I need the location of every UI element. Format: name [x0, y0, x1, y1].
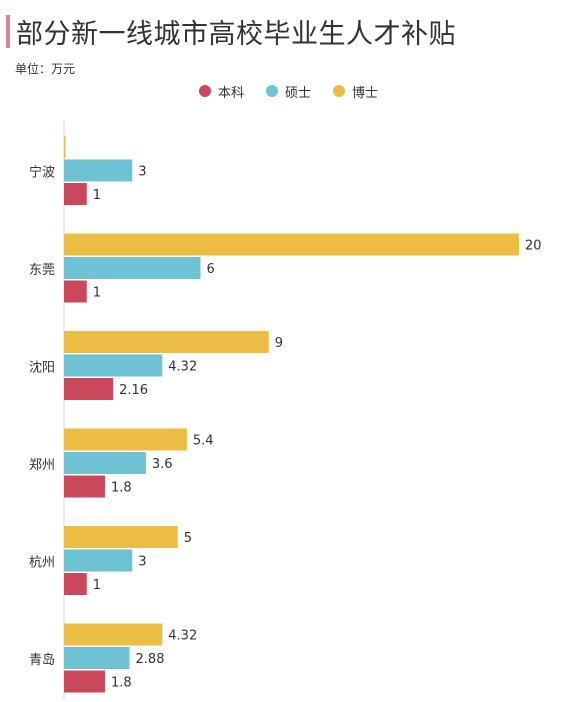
data-label: 9 [275, 336, 283, 351]
unit-label: 单位：万元 [15, 62, 76, 76]
legend-item-doctor[interactable]: 博士 [333, 82, 378, 101]
legend-swatch-bachelor [198, 85, 211, 97]
bar-bachelor[interactable] [64, 573, 87, 595]
legend-swatch-master [265, 85, 278, 97]
data-label: 1.8 [111, 676, 132, 691]
legend-swatch-doctor [333, 85, 345, 97]
bar-bachelor[interactable] [64, 378, 114, 400]
bar-bachelor[interactable] [64, 670, 105, 693]
data-label: 3 [138, 555, 146, 570]
chart-title: 部分新一线城市高校毕业生人才补贴 [16, 19, 456, 50]
bar-doctor[interactable] [64, 136, 66, 158]
data-label: 1.8 [111, 481, 132, 496]
category-label: 郑州 [29, 458, 55, 473]
bar-bachelor[interactable] [64, 183, 87, 205]
bar-bachelor[interactable] [64, 475, 105, 498]
data-label: 4.32 [168, 629, 197, 644]
data-label: 2.16 [119, 383, 148, 398]
bar-bachelor[interactable] [64, 280, 87, 303]
category-label: 东莞 [29, 263, 55, 278]
bar-doctor[interactable] [64, 428, 187, 451]
data-label: 2.88 [136, 652, 165, 667]
data-label: 5.4 [193, 434, 214, 449]
data-label: 20 [525, 239, 542, 254]
legend-label-bachelor: 本科 [217, 85, 244, 101]
data-label: 1 [93, 188, 101, 203]
category-label: 青岛 [29, 652, 55, 668]
data-label: 6 [207, 262, 215, 277]
bar-doctor[interactable] [64, 233, 519, 256]
legend-label-master: 硕士 [284, 85, 311, 101]
legend-label-doctor: 博士 [352, 85, 379, 101]
bar-master[interactable] [64, 452, 146, 474]
data-label: 3.6 [152, 457, 173, 472]
bar-doctor[interactable] [64, 331, 269, 353]
bar-master[interactable] [64, 257, 201, 279]
bar-doctor[interactable] [64, 526, 178, 548]
bar-master[interactable] [64, 549, 133, 572]
category-label: 宁波 [29, 164, 55, 180]
bar-master[interactable] [64, 647, 130, 669]
bar-master[interactable] [64, 159, 133, 182]
legend-item-master[interactable]: 硕士 [265, 82, 311, 101]
data-label: 1 [93, 286, 101, 301]
data-label: 3 [138, 165, 146, 180]
data-label: 1 [93, 578, 101, 593]
legend-item-bachelor[interactable]: 本科 [198, 82, 244, 101]
data-label: 4.32 [168, 360, 197, 375]
data-label: 5 [184, 531, 192, 546]
bar-master[interactable] [64, 354, 163, 377]
legend: 本科 硕士 博士 [0, 79, 577, 103]
category-label: 沈阳 [29, 360, 55, 375]
title-accent-bar [6, 15, 10, 48]
bar-doctor[interactable] [64, 623, 163, 646]
category-label: 杭州 [29, 555, 55, 570]
